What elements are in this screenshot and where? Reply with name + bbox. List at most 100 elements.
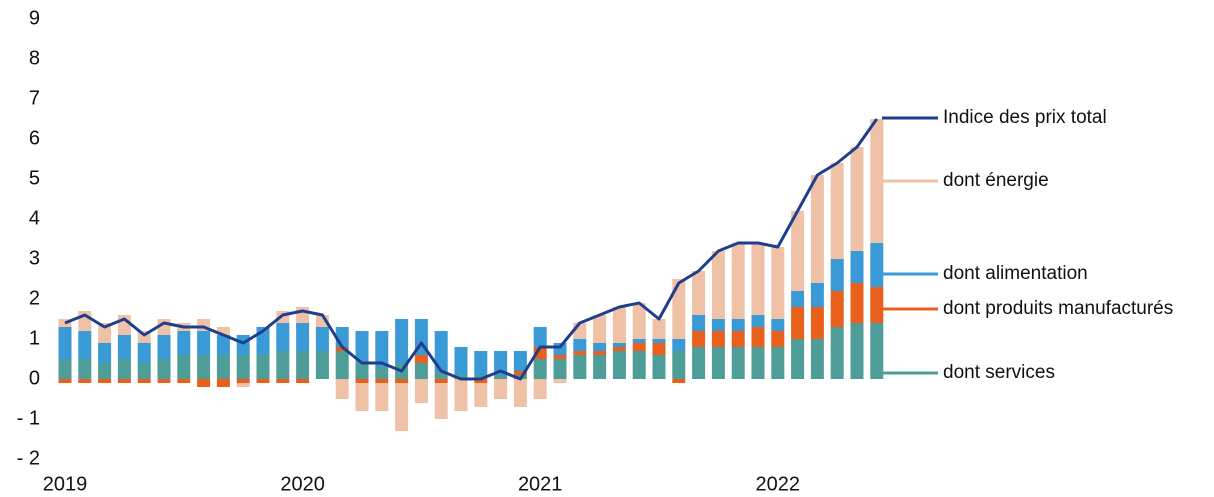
legend-label: dont alimentation <box>943 263 1088 284</box>
bar-segment <box>632 343 646 351</box>
bar-segment <box>612 343 626 347</box>
bar-segment <box>355 379 369 383</box>
bar-segment <box>771 319 785 331</box>
total-line <box>64 118 879 381</box>
bar-segment <box>573 355 587 379</box>
bar-segment <box>711 251 725 319</box>
legend-label: dont produits manufacturés <box>943 298 1173 319</box>
bar-segment <box>414 355 428 363</box>
bar-segment <box>434 383 448 419</box>
bar-segment <box>533 327 547 347</box>
bar-segment <box>731 331 745 347</box>
bar-segment <box>137 343 151 363</box>
bar-segment <box>375 379 389 383</box>
bar-segment <box>177 379 191 383</box>
legend-label: Indice des prix total <box>943 107 1107 128</box>
y-tick-label: 5 <box>29 167 40 189</box>
bar-segment <box>98 363 112 379</box>
bar-segment <box>513 379 527 407</box>
bar-segment <box>414 379 428 403</box>
y-tick-label: 9 <box>29 7 40 29</box>
bar-segment <box>612 347 626 351</box>
bar-segment <box>474 375 488 379</box>
bar-segment <box>236 335 250 355</box>
bar-segment <box>672 279 686 339</box>
bar-segment <box>137 363 151 379</box>
bar-segment <box>771 331 785 347</box>
bar-segment <box>315 327 329 351</box>
bar-segment <box>672 379 686 383</box>
bar-segment <box>692 315 706 331</box>
bar-segment <box>236 379 250 383</box>
bar-segment <box>711 347 725 379</box>
bar-segment <box>454 347 468 375</box>
bar-segment <box>375 383 389 411</box>
bar-segment <box>236 355 250 379</box>
legend-label: dont énergie <box>943 170 1049 191</box>
bar-segment <box>692 271 706 315</box>
bar-segment <box>850 283 864 323</box>
bar-segment <box>711 319 725 331</box>
bar-segment <box>58 327 72 359</box>
bar-segment <box>593 351 607 355</box>
bar-segment <box>731 319 745 331</box>
bar-segment <box>98 323 112 343</box>
bar-segment <box>870 287 884 323</box>
bar-segment <box>335 379 349 399</box>
y-tick-label: 4 <box>29 207 40 229</box>
y-tick-label: - 2 <box>17 447 40 469</box>
bar-segment <box>157 379 171 383</box>
bar-segment <box>553 359 567 379</box>
bar-segment <box>791 291 805 307</box>
bar-segment <box>117 379 131 383</box>
bar-segment <box>830 259 844 291</box>
bar-segment <box>375 331 389 367</box>
bar-segment <box>494 351 508 375</box>
bar-segment <box>296 351 310 379</box>
bar-segment <box>355 383 369 411</box>
bar-segment <box>652 355 666 379</box>
bar-segment <box>791 211 805 291</box>
bar-segment <box>78 379 92 383</box>
bar-segment <box>533 379 547 399</box>
bar-segment <box>454 375 468 379</box>
bar-segment <box>870 119 884 243</box>
bar-segment <box>276 323 290 351</box>
x-tick-label: 2019 <box>43 473 88 495</box>
bar-segment <box>593 355 607 379</box>
bar-segment <box>117 335 131 359</box>
bar-segment <box>434 379 448 383</box>
bar-segment <box>573 339 587 351</box>
bar-segment <box>751 327 765 347</box>
y-tick-label: 8 <box>29 47 40 69</box>
y-tick-label: 6 <box>29 127 40 149</box>
bar-segment <box>791 339 805 379</box>
bar-segment <box>474 351 488 375</box>
bar-segment <box>731 347 745 379</box>
bar-segment <box>692 331 706 347</box>
bar-segment <box>216 379 230 387</box>
bar-segment <box>395 319 409 363</box>
bar-segment <box>474 383 488 407</box>
bar-segment <box>751 243 765 315</box>
y-tick-label: 0 <box>29 367 40 389</box>
bar-segment <box>632 339 646 343</box>
bar-segment <box>593 315 607 343</box>
bar-segment <box>98 343 112 363</box>
bar-segment <box>672 339 686 351</box>
bar-segment <box>117 359 131 379</box>
bar-segment <box>830 291 844 327</box>
bar-segment <box>58 359 72 379</box>
bar-segment <box>850 251 864 283</box>
bar-segment <box>434 371 448 379</box>
bar-segment <box>236 383 250 387</box>
bar-segment <box>58 379 72 383</box>
bar-segment <box>652 339 666 343</box>
bar-segment <box>216 327 230 335</box>
y-tick-label: - 1 <box>17 407 40 429</box>
bar-segment <box>177 355 191 379</box>
bar-segment <box>513 371 527 375</box>
bar-segment <box>197 379 211 387</box>
bar-segment <box>771 247 785 319</box>
bar-segment <box>434 331 448 371</box>
